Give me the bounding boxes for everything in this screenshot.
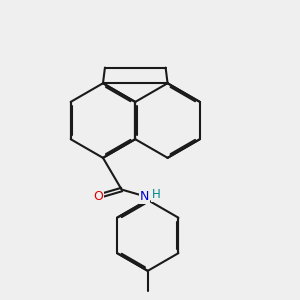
Text: O: O <box>94 190 103 203</box>
Text: N: N <box>140 190 149 203</box>
Text: H: H <box>152 188 161 201</box>
